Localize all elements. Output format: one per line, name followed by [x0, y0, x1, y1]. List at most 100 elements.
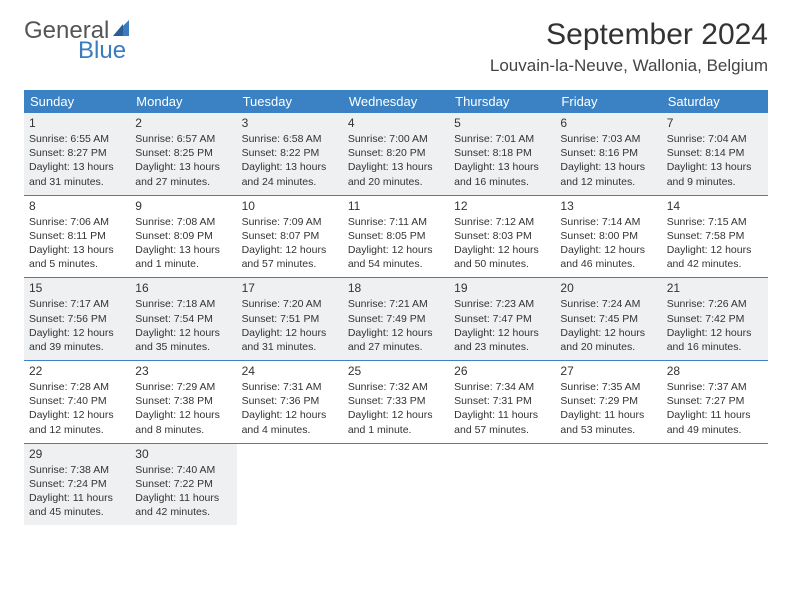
sunset-text: Sunset: 8:11 PM	[29, 229, 125, 243]
calendar-cell: 3Sunrise: 6:58 AMSunset: 8:22 PMDaylight…	[237, 113, 343, 195]
calendar-cell: 1Sunrise: 6:55 AMSunset: 8:27 PMDaylight…	[24, 113, 130, 195]
day-number: 4	[348, 116, 444, 130]
sunrise-text: Sunrise: 7:29 AM	[135, 380, 231, 394]
sunset-text: Sunset: 7:42 PM	[667, 312, 763, 326]
day-number: 2	[135, 116, 231, 130]
sunset-text: Sunset: 8:20 PM	[348, 146, 444, 160]
daylight-text: and 42 minutes.	[667, 257, 763, 271]
daylight-text: Daylight: 13 hours	[135, 160, 231, 174]
daylight-text: Daylight: 12 hours	[560, 326, 656, 340]
daylight-text: Daylight: 12 hours	[454, 326, 550, 340]
sunrise-text: Sunrise: 7:38 AM	[29, 463, 125, 477]
calendar-cell: 15Sunrise: 7:17 AMSunset: 7:56 PMDayligh…	[24, 278, 130, 360]
daylight-text: and 31 minutes.	[29, 175, 125, 189]
sunrise-text: Sunrise: 6:55 AM	[29, 132, 125, 146]
sunrise-text: Sunrise: 7:31 AM	[242, 380, 338, 394]
sunset-text: Sunset: 8:07 PM	[242, 229, 338, 243]
daylight-text: Daylight: 12 hours	[135, 326, 231, 340]
daylight-text: Daylight: 13 hours	[454, 160, 550, 174]
calendar-cell: 27Sunrise: 7:35 AMSunset: 7:29 PMDayligh…	[555, 361, 661, 443]
calendar-cell	[555, 444, 661, 526]
calendar-cell: 24Sunrise: 7:31 AMSunset: 7:36 PMDayligh…	[237, 361, 343, 443]
sunrise-text: Sunrise: 7:17 AM	[29, 297, 125, 311]
day-header: Wednesday	[343, 90, 449, 113]
day-number: 28	[667, 364, 763, 378]
day-number: 3	[242, 116, 338, 130]
sunrise-text: Sunrise: 7:35 AM	[560, 380, 656, 394]
sunrise-text: Sunrise: 7:23 AM	[454, 297, 550, 311]
daylight-text: and 35 minutes.	[135, 340, 231, 354]
day-number: 13	[560, 199, 656, 213]
day-number: 12	[454, 199, 550, 213]
sunrise-text: Sunrise: 7:14 AM	[560, 215, 656, 229]
day-number: 14	[667, 199, 763, 213]
title-block: September 2024 Louvain-la-Neuve, Walloni…	[490, 18, 768, 76]
sunrise-text: Sunrise: 7:40 AM	[135, 463, 231, 477]
calendar-cell: 7Sunrise: 7:04 AMSunset: 8:14 PMDaylight…	[662, 113, 768, 195]
sunrise-text: Sunrise: 7:28 AM	[29, 380, 125, 394]
day-number: 26	[454, 364, 550, 378]
sunrise-text: Sunrise: 7:00 AM	[348, 132, 444, 146]
day-number: 29	[29, 447, 125, 461]
daylight-text: and 24 minutes.	[242, 175, 338, 189]
day-number: 24	[242, 364, 338, 378]
sunrise-text: Sunrise: 7:15 AM	[667, 215, 763, 229]
daylight-text: and 39 minutes.	[29, 340, 125, 354]
calendar-cell: 8Sunrise: 7:06 AMSunset: 8:11 PMDaylight…	[24, 196, 130, 278]
calendar-cell: 30Sunrise: 7:40 AMSunset: 7:22 PMDayligh…	[130, 444, 236, 526]
calendar-cell: 14 Sunrise: 7:15 AMSunset: 7:58 PMDayligh…	[662, 196, 768, 278]
sunrise-text: Sunrise: 7:32 AM	[348, 380, 444, 394]
sunset-text: Sunset: 7:24 PM	[29, 477, 125, 491]
sunset-text: Sunset: 8:18 PM	[454, 146, 550, 160]
sunset-text: Sunset: 7:56 PM	[29, 312, 125, 326]
sunrise-text: Sunrise: 7:08 AM	[135, 215, 231, 229]
calendar-cell: 26Sunrise: 7:34 AMSunset: 7:31 PMDayligh…	[449, 361, 555, 443]
daylight-text: and 46 minutes.	[560, 257, 656, 271]
day-number: 5	[454, 116, 550, 130]
daylight-text: Daylight: 11 hours	[135, 491, 231, 505]
day-number: 23	[135, 364, 231, 378]
sunrise-text: Sunrise: 6:58 AM	[242, 132, 338, 146]
week-row: 1Sunrise: 6:55 AMSunset: 8:27 PMDaylight…	[24, 113, 768, 195]
day-number: 15	[29, 281, 125, 295]
day-number: 1	[29, 116, 125, 130]
daylight-text: and 57 minutes.	[242, 257, 338, 271]
week-row: 15 Sunrise: 7:17 AMSunset: 7:56 PM Dayligh…	[24, 277, 768, 360]
daylight-text: Daylight: 12 hours	[348, 243, 444, 257]
day-number: 7	[667, 116, 763, 130]
sunrise-text: Sunrise: 7:04 AM	[667, 132, 763, 146]
sunset-text: Sunset: 7:36 PM	[242, 394, 338, 408]
daylight-text: Daylight: 11 hours	[560, 408, 656, 422]
sunrise-text: Sunrise: 7:26 AM	[667, 297, 763, 311]
sunset-text: Sunset: 7:33 PM	[348, 394, 444, 408]
day-headers-row: SundayMondayTuesdayWednesdayThursdayFrid…	[24, 90, 768, 113]
sunset-text: Sunset: 7:38 PM	[135, 394, 231, 408]
sunrise-text: Sunrise: 7:11 AM	[348, 215, 444, 229]
sunrise-text: Sunrise: 6:57 AM	[135, 132, 231, 146]
daylight-text: and 45 minutes.	[29, 505, 125, 519]
day-header: Thursday	[449, 90, 555, 113]
header: General Blue September 2024 Louvain-la-N…	[24, 18, 768, 76]
calendar-cell	[343, 444, 449, 526]
sunrise-text: Sunrise: 7:21 AM	[348, 297, 444, 311]
sunset-text: Sunset: 7:58 PM	[667, 229, 763, 243]
sunset-text: Sunset: 8:00 PM	[560, 229, 656, 243]
day-number: 17	[242, 281, 338, 295]
daylight-text: and 5 minutes.	[29, 257, 125, 271]
daylight-text: Daylight: 12 hours	[29, 408, 125, 422]
daylight-text: Daylight: 12 hours	[667, 243, 763, 257]
daylight-text: Daylight: 11 hours	[667, 408, 763, 422]
calendar-cell: 11Sunrise: 7:11 AMSunset: 8:05 PMDayligh…	[343, 196, 449, 278]
daylight-text: Daylight: 12 hours	[560, 243, 656, 257]
daylight-text: and 20 minutes.	[348, 175, 444, 189]
daylight-text: and 20 minutes.	[560, 340, 656, 354]
calendar-cell	[662, 444, 768, 526]
sunset-text: Sunset: 8:09 PM	[135, 229, 231, 243]
sunrise-text: Sunrise: 7:37 AM	[667, 380, 763, 394]
day-number: 9	[135, 199, 231, 213]
sunset-text: Sunset: 7:54 PM	[135, 312, 231, 326]
calendar-cell: 29Sunrise: 7:38 AMSunset: 7:24 PMDayligh…	[24, 444, 130, 526]
day-header: Sunday	[24, 90, 130, 113]
day-number: 10	[242, 199, 338, 213]
calendar-cell: 16Sunrise: 7:18 AMSunset: 7:54 PMDayligh…	[130, 278, 236, 360]
